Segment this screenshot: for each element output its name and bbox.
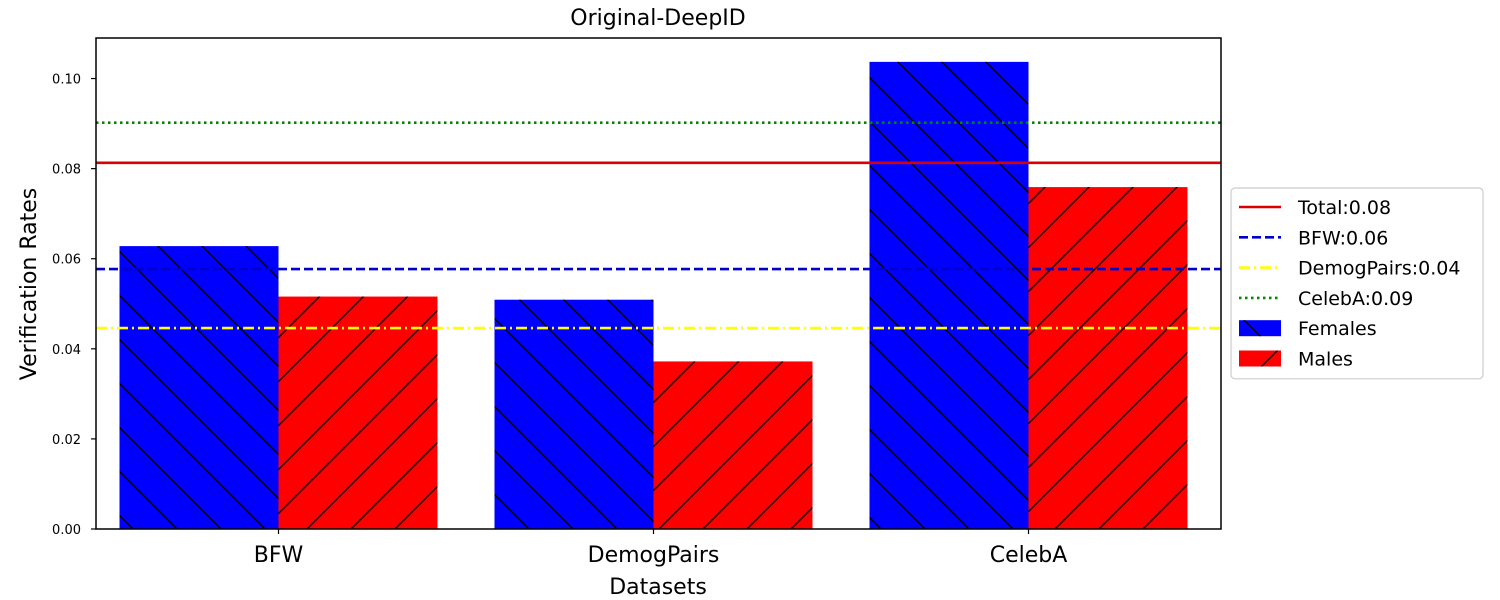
bar-hatch-bfw-males bbox=[278, 296, 438, 529]
y-tick-label: 0.02 bbox=[52, 433, 81, 448]
y-axis-title: Verification Rates bbox=[17, 188, 42, 381]
reference-lines-group bbox=[96, 121, 1221, 330]
x-tick-label: DemogPairs bbox=[588, 543, 720, 568]
bar-hatch-demogpairs-males bbox=[653, 361, 813, 529]
legend-label: Total:0.08 bbox=[1297, 197, 1391, 219]
legend-label: DemogPairs:0.04 bbox=[1298, 258, 1460, 280]
legend-frame bbox=[1230, 187, 1484, 380]
x-axis-title: Datasets bbox=[609, 575, 707, 600]
plot-frame bbox=[95, 37, 1222, 530]
bar-hatch-celeba-males bbox=[1028, 187, 1188, 529]
legend: Total:0.08 BFW:0.06 DemogPairs:0.04 CelebA:… bbox=[1230, 187, 1484, 380]
x-tick-label: BFW bbox=[254, 543, 304, 568]
legend-label: CelebA:0.09 bbox=[1298, 288, 1413, 310]
legend-label: BFW:0.06 bbox=[1298, 227, 1388, 249]
legend-swatch-hatch bbox=[1239, 350, 1281, 367]
legend-label: Females bbox=[1298, 318, 1377, 340]
y-tick-label: 0.08 bbox=[52, 163, 81, 178]
y-tick-label: 0.10 bbox=[52, 73, 81, 88]
bars-group bbox=[119, 61, 1188, 529]
chart-title: Original-DeepID bbox=[570, 6, 745, 31]
legend-label: Males bbox=[1298, 349, 1353, 371]
x-tick-label: CelebA bbox=[990, 543, 1068, 568]
y-tick-label: 0.04 bbox=[52, 343, 81, 358]
bar-hatch-celeba-females bbox=[869, 61, 1029, 529]
y-tick-label: 0.06 bbox=[52, 253, 81, 268]
bar-hatch-demogpairs-females bbox=[494, 299, 654, 529]
y-axis-ticks: 0.00 0.02 0.04 0.06 0.08 0.10 bbox=[52, 73, 96, 538]
x-axis-ticks: BFW DemogPairs CelebA bbox=[254, 529, 1068, 568]
bar-hatch-bfw-females bbox=[119, 246, 279, 529]
y-tick-label: 0.00 bbox=[52, 523, 81, 538]
legend-swatch-hatch bbox=[1239, 320, 1281, 337]
